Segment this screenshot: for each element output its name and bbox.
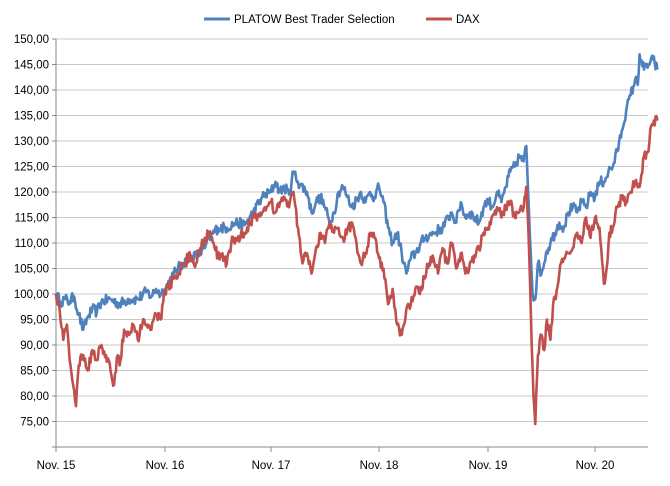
y-tick-label: 140,00 [14, 85, 49, 97]
legend-label: PLATOW Best Trader Selection [234, 14, 395, 26]
y-tick-label: 85,00 [20, 366, 49, 378]
y-tick-label: 150,00 [14, 34, 49, 46]
x-tick-label: Nov. 15 [37, 460, 76, 472]
y-tick-label: 130,00 [14, 136, 49, 148]
y-tick-label: 95,00 [20, 315, 49, 327]
legend-item-dax: DAX [426, 14, 480, 26]
y-tick-label: 135,00 [14, 111, 49, 123]
y-tick-label: 125,00 [14, 162, 49, 174]
legend: PLATOW Best Trader Selection DAX [204, 14, 480, 26]
x-tick-label: Nov. 17 [252, 460, 291, 472]
x-tick-label: Nov. 20 [576, 460, 615, 472]
axes: 75,00 80,00 85,00 90,00 95,00 100,00 105,00 110… [14, 34, 648, 472]
legend-item-platow: PLATOW Best Trader Selection [204, 14, 395, 26]
series-line-platow [54, 53, 659, 331]
y-tick-label: 145,00 [14, 60, 49, 72]
y-tick-label: 100,00 [14, 289, 49, 301]
y-tick-label: 75,00 [20, 417, 49, 429]
x-tick-label: Nov. 19 [469, 460, 508, 472]
x-tick-label: Nov. 18 [360, 460, 399, 472]
series-line-dax [54, 114, 659, 426]
x-tick-label: Nov. 16 [146, 460, 185, 472]
y-tick-label: 80,00 [20, 391, 49, 403]
y-tick-label: 90,00 [20, 340, 49, 352]
y-tick-label: 110,00 [15, 238, 49, 250]
gridlines [56, 38, 648, 448]
series-lines [54, 53, 659, 426]
y-tick-label: 120,00 [14, 187, 49, 199]
legend-label: DAX [456, 14, 480, 26]
y-tick-label: 105,00 [14, 264, 49, 276]
y-tick-label: 115,00 [15, 213, 49, 225]
